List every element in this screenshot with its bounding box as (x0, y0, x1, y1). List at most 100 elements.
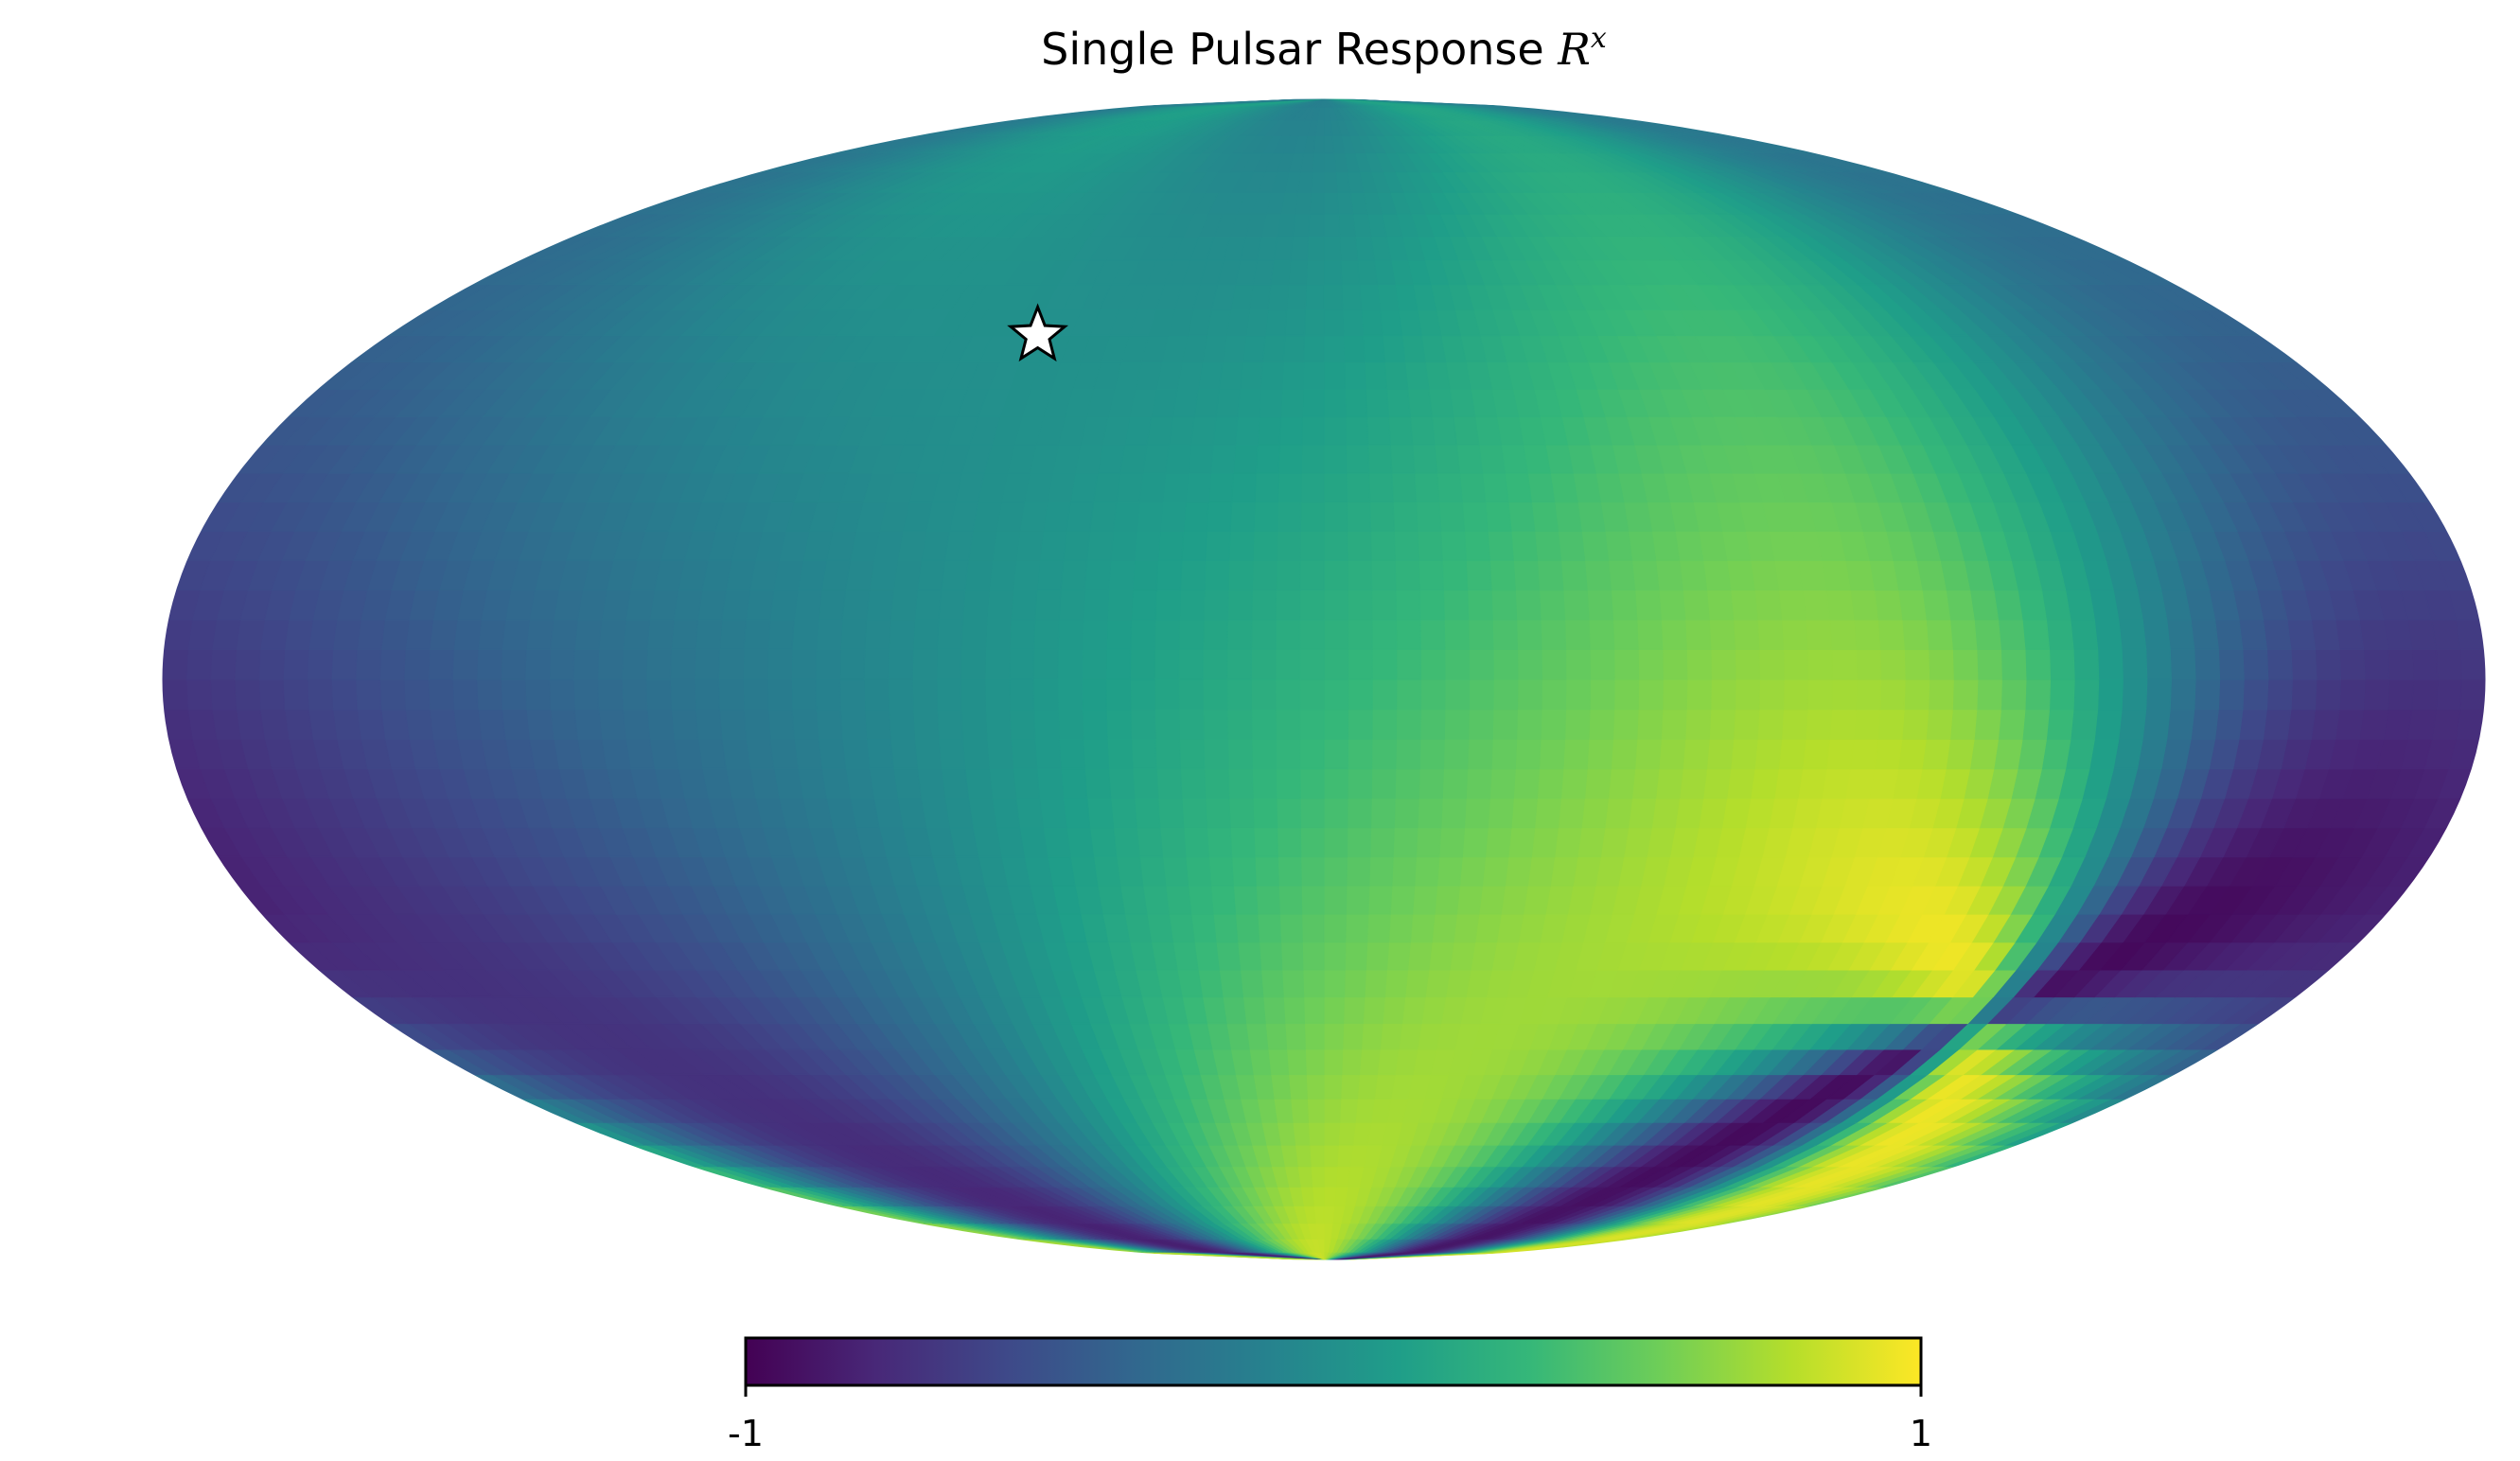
heatmap-cell (1777, 589, 1806, 621)
heatmap-cell (1928, 678, 1954, 711)
heatmap-cell (1130, 589, 1157, 621)
heatmap-cell (501, 708, 530, 740)
heatmap-cell (1323, 1073, 1343, 1100)
heatmap-cell (815, 648, 841, 680)
heatmap-cell (1218, 969, 1243, 998)
heatmap-cell (2290, 678, 2317, 711)
heatmap-cell (1157, 798, 1185, 829)
heatmap-cell (1130, 738, 1157, 770)
heatmap-cell (2141, 708, 2171, 740)
heatmap-cell (1610, 738, 1638, 770)
heatmap-cell (2070, 708, 2099, 740)
heatmap-cell (1161, 472, 1190, 503)
heatmap-cell (1085, 530, 1115, 561)
heatmap-cell (1289, 236, 1310, 261)
heatmap-cell (888, 708, 916, 740)
heatmap-cell (964, 559, 994, 591)
heatmap-cell (2338, 648, 2366, 680)
heatmap-cell (1275, 738, 1301, 770)
heatmap-cell (1404, 969, 1430, 998)
heatmap-cell (1589, 678, 1615, 711)
heatmap-cell (1164, 885, 1192, 915)
heatmap-cell (2362, 648, 2390, 680)
heatmap-cell (936, 678, 962, 711)
heatmap-cell (815, 619, 843, 651)
heatmap-cell (1342, 334, 1366, 363)
heatmap-cell (2021, 708, 2051, 740)
heatmap-cell (890, 738, 918, 770)
heatmap-cell (1510, 798, 1539, 829)
heatmap-cell (817, 589, 847, 621)
heatmap-cell (1351, 1121, 1372, 1146)
heatmap-cell (2411, 648, 2439, 680)
heatmap-cell (1627, 798, 1657, 829)
heatmap-cell (960, 678, 986, 711)
heatmap-cell (1392, 827, 1419, 858)
heatmap-cell (1604, 530, 1633, 561)
heatmap-cell (1732, 619, 1760, 651)
colorbar-tick-label-min: -1 (728, 1413, 764, 1454)
heatmap-cell (1138, 855, 1167, 887)
heatmap-cell (2265, 648, 2293, 680)
heatmap-cell (597, 708, 626, 740)
heatmap-cell (1945, 738, 1975, 770)
heatmap-cell (1636, 619, 1664, 651)
heatmap-cell (2358, 619, 2388, 651)
heatmap-cell (2217, 648, 2245, 680)
heatmap-cell (1203, 559, 1230, 591)
heatmap-cell (1976, 678, 2002, 711)
heatmap-cell (1323, 283, 1344, 310)
heatmap-cell (1202, 708, 1228, 740)
heatmap-cell (1252, 530, 1278, 561)
heatmap-cell (1306, 1098, 1325, 1123)
heatmap-cell (984, 648, 1011, 680)
heatmap-cell (1557, 530, 1586, 561)
heatmap-cell (1654, 559, 1683, 591)
heatmap-cell (1109, 798, 1137, 829)
heatmap-cell (1012, 767, 1041, 800)
heatmap-cell (1394, 767, 1420, 800)
heatmap-cell (1237, 388, 1262, 417)
heatmap-cell (379, 708, 410, 740)
heatmap-cell (1368, 855, 1394, 887)
heatmap-cell (1678, 559, 1708, 591)
heatmap-cell (2096, 648, 2123, 680)
heatmap-cell (1202, 619, 1228, 651)
heatmap-cell (1560, 767, 1588, 800)
heatmap-cell (1285, 1048, 1307, 1076)
heatmap-cell (815, 678, 841, 711)
heatmap-cell (621, 678, 648, 711)
heatmap-cell (306, 678, 334, 711)
heatmap-cell (742, 678, 769, 711)
heatmap-cell (1106, 589, 1134, 621)
heatmap-cell (1010, 738, 1038, 770)
heatmap-cell (1873, 738, 1903, 770)
heatmap-cell (1490, 738, 1518, 770)
heatmap-cell (742, 648, 769, 680)
heatmap-cell (1345, 885, 1370, 915)
heatmap-cell (1281, 969, 1305, 998)
heatmap-cell (1536, 559, 1564, 591)
heatmap-cell (1309, 191, 1325, 215)
heatmap-cell (1385, 942, 1411, 971)
heatmap-cell (1323, 444, 1348, 474)
heatmap-cell (2169, 678, 2196, 711)
heatmap-cell (1903, 648, 1930, 680)
heatmap-cell (1323, 619, 1349, 651)
heatmap-cell (1516, 678, 1542, 711)
heatmap-cell (1250, 678, 1277, 711)
heatmap-cell (1323, 1121, 1341, 1146)
heatmap-cell (1345, 415, 1369, 446)
heatmap-cell (1008, 648, 1035, 680)
heatmap-cell (1406, 942, 1433, 971)
heatmap-cell (1463, 798, 1490, 829)
heatmap-cell (1081, 648, 1107, 680)
heatmap-cell (1341, 1048, 1363, 1076)
heatmap-cell (1239, 361, 1264, 390)
heatmap-cell (1062, 798, 1091, 829)
heatmap-cell (2000, 648, 2027, 680)
heatmap-cell (1056, 678, 1084, 711)
heatmap-cell (1229, 501, 1256, 532)
heatmap-cell (451, 678, 479, 711)
heatmap-cell (767, 619, 795, 651)
